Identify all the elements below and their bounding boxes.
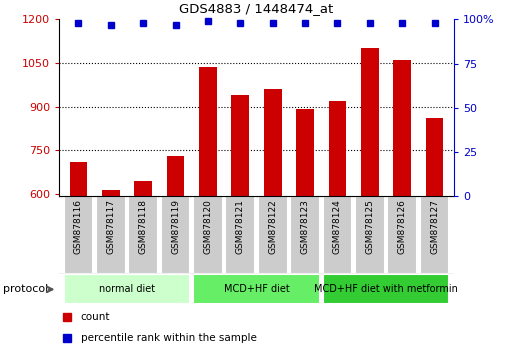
Text: GSM878127: GSM878127 <box>430 199 439 254</box>
Bar <box>328 101 346 196</box>
Bar <box>387 196 417 274</box>
Bar <box>193 196 223 274</box>
Bar <box>70 162 87 196</box>
Text: count: count <box>81 312 110 322</box>
Bar <box>264 89 282 196</box>
Bar <box>323 196 352 274</box>
Bar <box>355 196 385 274</box>
Text: GSM878125: GSM878125 <box>365 199 374 254</box>
Text: GSM878123: GSM878123 <box>301 199 309 254</box>
Bar <box>102 190 120 196</box>
Text: normal diet: normal diet <box>99 284 155 295</box>
Text: protocol: protocol <box>3 284 48 295</box>
Bar <box>199 67 217 196</box>
Bar <box>128 196 158 274</box>
Bar <box>167 156 185 196</box>
Bar <box>96 196 126 274</box>
Text: GSM878118: GSM878118 <box>139 199 148 254</box>
Bar <box>296 109 314 196</box>
Bar <box>161 196 190 274</box>
Text: MCD+HF diet with metformin: MCD+HF diet with metformin <box>314 284 458 295</box>
Bar <box>290 196 320 274</box>
Bar <box>64 274 190 304</box>
Title: GDS4883 / 1448474_at: GDS4883 / 1448474_at <box>180 2 333 16</box>
Text: percentile rank within the sample: percentile rank within the sample <box>81 332 256 343</box>
Bar <box>64 196 93 274</box>
Bar <box>231 95 249 196</box>
Bar <box>361 48 379 196</box>
Bar <box>323 274 449 304</box>
Bar <box>393 60 411 196</box>
Bar <box>134 181 152 196</box>
Text: GSM878120: GSM878120 <box>204 199 212 254</box>
Text: GSM878122: GSM878122 <box>268 199 277 253</box>
Bar <box>420 196 449 274</box>
Text: GSM878124: GSM878124 <box>333 199 342 253</box>
Bar <box>225 196 255 274</box>
Text: GSM878117: GSM878117 <box>106 199 115 254</box>
Text: GSM878119: GSM878119 <box>171 199 180 254</box>
Bar <box>193 274 320 304</box>
Text: GSM878126: GSM878126 <box>398 199 407 254</box>
Text: GSM878116: GSM878116 <box>74 199 83 254</box>
Bar <box>258 196 288 274</box>
Text: MCD+HF diet: MCD+HF diet <box>224 284 289 295</box>
Text: GSM878121: GSM878121 <box>236 199 245 254</box>
Bar <box>426 118 443 196</box>
